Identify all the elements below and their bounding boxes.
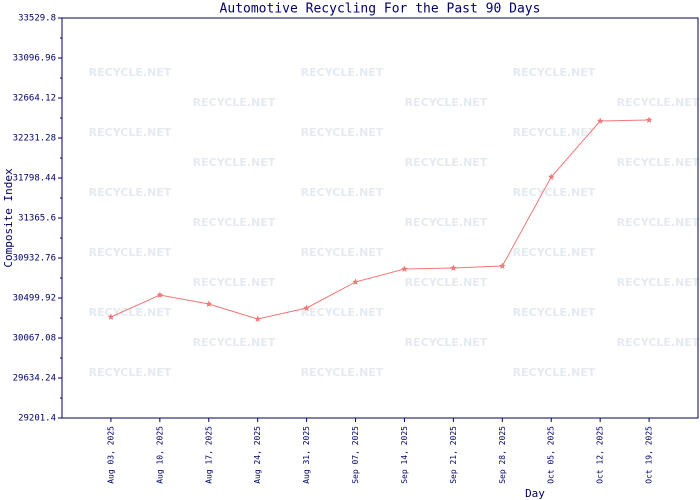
x-tick-label: Aug 10, 2025	[155, 426, 164, 484]
y-tick-label: 30067.08	[13, 334, 56, 344]
watermark: RECYCLE.NET	[193, 216, 276, 229]
watermark: RECYCLE.NET	[617, 336, 700, 349]
y-axis-title: Composite Index	[2, 168, 15, 268]
watermark: RECYCLE.NET	[513, 366, 596, 379]
data-point	[401, 265, 408, 272]
data-point	[547, 173, 555, 180]
data-line	[110, 119, 650, 320]
watermark: RECYCLE.NET	[89, 186, 172, 199]
watermark: RECYCLE.NET	[405, 216, 488, 229]
watermark: RECYCLE.NET	[89, 306, 172, 319]
watermark: RECYCLE.NET	[301, 66, 384, 79]
watermark: RECYCLE.NET	[89, 246, 172, 259]
watermark: RECYCLE.NET	[193, 156, 276, 169]
x-tick-label: Sep 21, 2025	[449, 426, 458, 484]
y-tick-label: 31798.44	[13, 174, 56, 184]
data-point	[254, 315, 262, 322]
watermark: RECYCLE.NET	[89, 66, 172, 79]
x-tick-label: Sep 28, 2025	[498, 426, 507, 484]
watermark: RECYCLE.NET	[617, 276, 700, 289]
watermark: RECYCLE.NET	[617, 216, 700, 229]
data-point	[352, 278, 359, 285]
y-tick-label: 33096.96	[13, 54, 56, 64]
y-tick-label: 29634.24	[13, 374, 56, 384]
watermark: RECYCLE.NET	[513, 306, 596, 319]
data-point	[596, 117, 604, 124]
watermark: RECYCLE.NET	[513, 126, 596, 139]
x-tick-label: Sep 07, 2025	[351, 426, 360, 484]
watermark: RECYCLE.NET	[193, 336, 276, 349]
watermark: RECYCLE.NET	[405, 276, 488, 289]
y-tick-label: 31365.6	[18, 214, 56, 224]
watermark: RECYCLE.NET	[617, 96, 700, 109]
x-tick-label: Aug 03, 2025	[106, 426, 115, 484]
watermark: RECYCLE.NET	[513, 246, 596, 259]
y-tick-label: 33529.8	[18, 14, 56, 24]
watermark: RECYCLE.NET	[301, 366, 384, 379]
watermark: RECYCLE.NET	[301, 246, 384, 259]
data-point	[450, 264, 457, 271]
y-tick-label: 30932.76	[13, 254, 56, 264]
data-point	[156, 291, 164, 298]
x-tick-label: Oct 05, 2025	[547, 426, 556, 484]
x-tick-label: Aug 24, 2025	[253, 426, 262, 484]
watermark: RECYCLE.NET	[89, 126, 172, 139]
watermarks: RECYCLE.NET RECYCLE.NET RECYCLE.NET RECYCLE…	[89, 66, 700, 379]
watermark: RECYCLE.NET	[193, 96, 276, 109]
data-point	[498, 262, 506, 269]
watermark: RECYCLE.NET	[301, 306, 384, 319]
data-point	[645, 116, 653, 123]
data-point	[205, 300, 213, 307]
watermark: RECYCLE.NET	[405, 156, 488, 169]
watermark: RECYCLE.NET	[193, 276, 276, 289]
x-tick-label: Aug 31, 2025	[302, 426, 311, 484]
chart-title: Automotive Recycling For the Past 90 Day…	[220, 2, 541, 17]
watermark: RECYCLE.NET	[513, 186, 596, 199]
data-point	[107, 313, 115, 320]
watermark: RECYCLE.NET	[513, 66, 596, 79]
x-tick-label: Oct 12, 2025	[596, 426, 605, 484]
watermark: RECYCLE.NET	[301, 126, 384, 139]
x-tick-label: Aug 17, 2025	[204, 426, 213, 484]
data-point	[303, 304, 310, 311]
y-tick-label: 32664.12	[13, 94, 56, 104]
watermark: RECYCLE.NET	[617, 156, 700, 169]
x-tick-label: Sep 14, 2025	[400, 426, 409, 484]
watermark: RECYCLE.NET	[89, 366, 172, 379]
watermark: RECYCLE.NET	[405, 336, 488, 349]
y-tick-label: 29201.4	[18, 414, 56, 424]
watermark: RECYCLE.NET	[405, 96, 488, 109]
x-axis-title: Day	[525, 487, 545, 500]
watermark: RECYCLE.NET	[301, 186, 384, 199]
x-tick-label: Oct 19, 2025	[645, 426, 654, 484]
y-tick-label: 32231.28	[13, 134, 56, 144]
y-tick-label: 30499.92	[13, 294, 56, 304]
